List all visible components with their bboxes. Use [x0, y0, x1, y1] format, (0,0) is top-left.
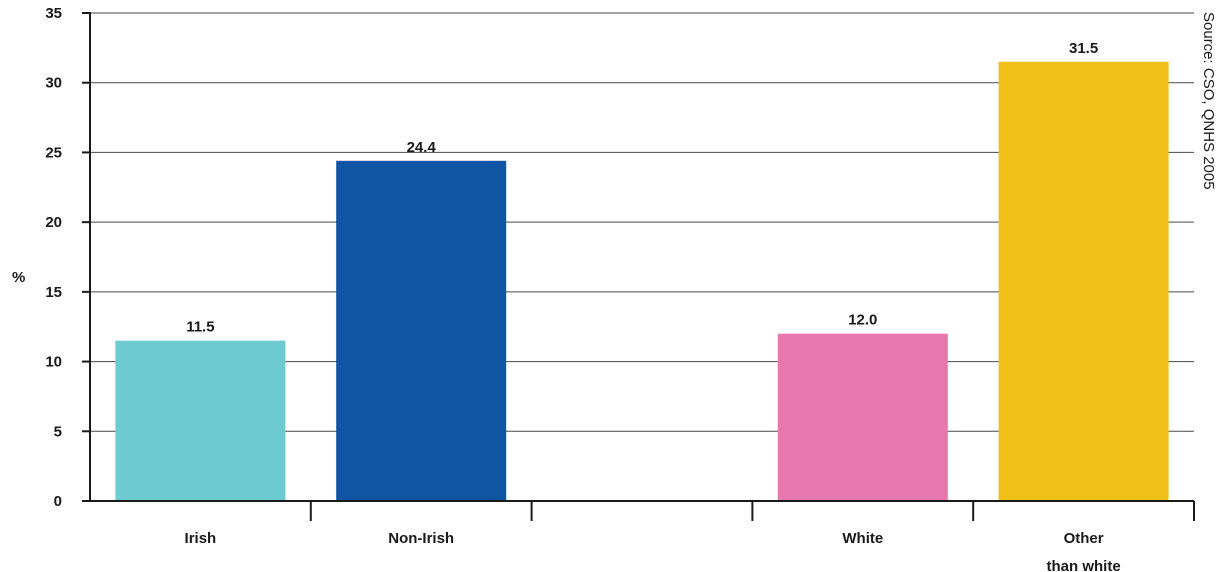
y-tick-label: 25: [45, 144, 62, 161]
category-label: Other: [1064, 530, 1104, 547]
data-label: 12.0: [848, 312, 877, 329]
category-label: Irish: [185, 530, 217, 547]
category-labels: Irish Non-Irish White Other than white: [185, 530, 1121, 572]
category-label: Non-Irish: [388, 530, 454, 547]
bar: [998, 61, 1169, 502]
y-tick-label: 20: [45, 214, 62, 231]
data-label: 11.5: [186, 319, 214, 336]
bar: [115, 340, 286, 501]
category-label: than white: [1047, 558, 1121, 572]
source-note: Source: CSO, QNHS 2005: [1200, 12, 1217, 190]
y-tick-label: 30: [45, 75, 62, 92]
bar: [336, 160, 507, 501]
category-label: White: [842, 530, 883, 547]
bars: [115, 61, 1169, 502]
y-tick-label: 35: [45, 5, 62, 22]
y-tick-label: 5: [54, 423, 62, 440]
y-tick-labels: 0 5 10 15 20 25 30 35: [45, 5, 62, 510]
y-axis-label: %: [12, 269, 25, 286]
value-labels: 11.5 24.4 12.0 31.5: [186, 40, 1098, 336]
data-label: 24.4: [407, 139, 437, 156]
data-label: 31.5: [1069, 40, 1098, 57]
bar: [777, 333, 948, 501]
axes: [82, 12, 1195, 521]
y-tick-label: 0: [54, 493, 62, 510]
y-tick-label: 15: [45, 284, 62, 301]
y-tick-label: 10: [45, 354, 62, 371]
